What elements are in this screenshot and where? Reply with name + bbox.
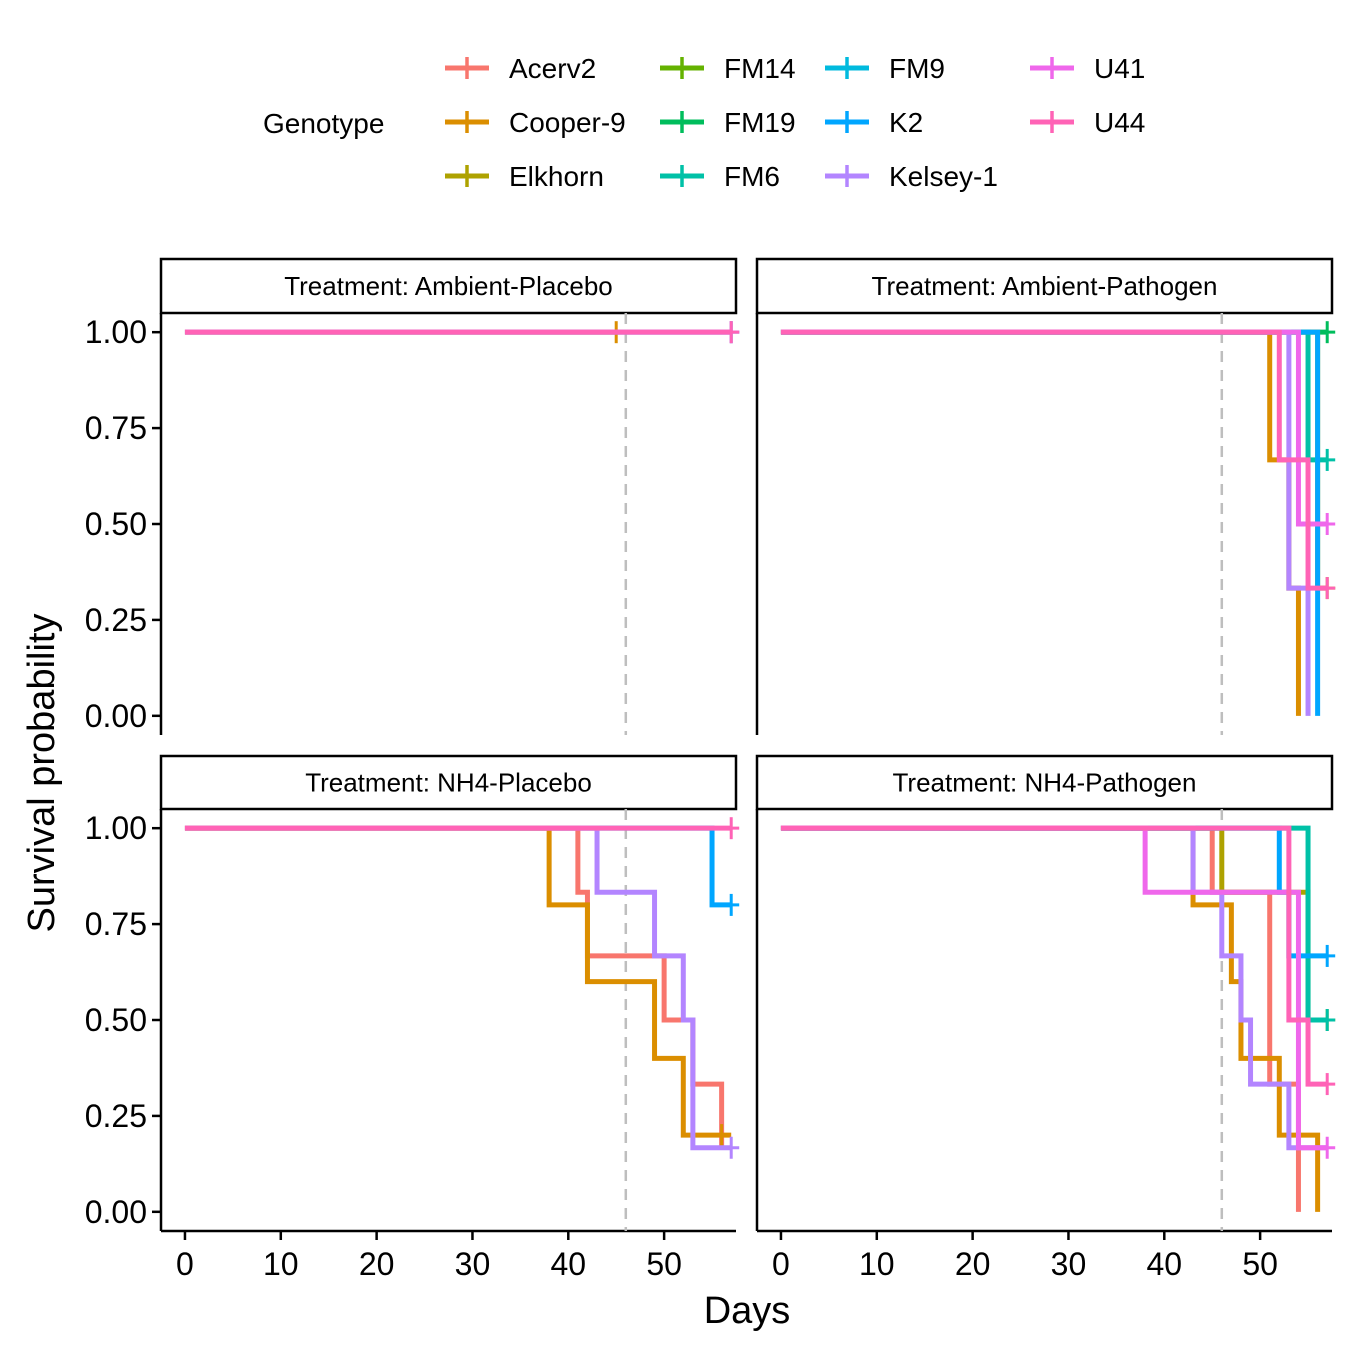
- survival-curve: [780, 329, 1321, 716]
- survival-curve: [780, 825, 1328, 1023]
- panel-strip-label: Treatment: Ambient-Placebo: [284, 271, 613, 301]
- x-tick-label: 50: [1242, 1246, 1278, 1282]
- panel-strip-label: Treatment: NH4-Placebo: [305, 768, 592, 798]
- legend-item: Cooper-9: [445, 107, 626, 138]
- panel-strip-label: Treatment: Ambient-Pathogen: [872, 271, 1218, 301]
- panel: Treatment: NH4-Placebo 0 10 20 30 40 50 0.00 0.2…: [85, 754, 740, 1282]
- legend-item: Kelsey-1: [825, 161, 998, 192]
- survival-curve: [780, 825, 1328, 1023]
- survival-curve: [780, 329, 1328, 591]
- x-tick-label: 20: [955, 1246, 991, 1282]
- x-tick-label: 0: [772, 1246, 790, 1282]
- x-tick-label: 30: [1051, 1246, 1087, 1282]
- survival-curve: [780, 825, 1328, 1151]
- x-tick-label: 40: [550, 1246, 586, 1282]
- y-axis-title: Survival probability: [21, 614, 63, 933]
- x-tick-label: 10: [859, 1246, 895, 1282]
- survival-curve: [780, 825, 1328, 1151]
- survival-curve: [780, 825, 1321, 1212]
- legend-label: FM14: [724, 53, 796, 84]
- survival-curve: [184, 825, 732, 1151]
- legend-item: FM19: [660, 107, 796, 138]
- y-tick-label: 0.50: [85, 506, 147, 542]
- y-tick-label: 1.00: [85, 314, 147, 350]
- panel-strip: [755, 257, 1334, 315]
- x-tick-label: 0: [176, 1246, 194, 1282]
- survival-curve: [184, 825, 725, 1148]
- legend-label: FM9: [889, 53, 945, 84]
- x-tick-label: 10: [263, 1246, 299, 1282]
- legend-title: Genotype: [263, 108, 384, 139]
- panel: Treatment: NH4-Pathogen 0 10 20 30 40 50: [755, 754, 1336, 1282]
- legend: Genotype Acerv2 Cooper-9 Elkhorn FM14 FM19 FM6…: [263, 53, 1145, 192]
- x-axis-title: Days: [704, 1290, 791, 1332]
- x-tick-label: 50: [646, 1246, 682, 1282]
- y-tick-label: 0.00: [85, 1194, 147, 1230]
- legend-label: U41: [1094, 53, 1145, 84]
- y-tick-label: 0.25: [85, 602, 147, 638]
- y-tick-label: 0.25: [85, 1098, 147, 1134]
- survival-curve: [780, 329, 1328, 527]
- legend-label: Acerv2: [509, 53, 596, 84]
- y-tick-label: 0.75: [85, 410, 147, 446]
- legend-label: U44: [1094, 107, 1145, 138]
- panel-strip-label: Treatment: NH4-Pathogen: [893, 768, 1197, 798]
- panel: Treatment: Ambient-Pathogen: [755, 257, 1336, 735]
- legend-label: Kelsey-1: [889, 161, 998, 192]
- legend-label: Cooper-9: [509, 107, 626, 138]
- legend-label: FM19: [724, 107, 796, 138]
- survival-curve: [184, 825, 732, 1138]
- survival-curve: [780, 329, 1311, 716]
- legend-item: FM6: [660, 161, 780, 192]
- survival-curve: [780, 825, 1328, 1087]
- y-tick-label: 1.00: [85, 810, 147, 846]
- legend-item: Elkhorn: [445, 161, 604, 192]
- panel-strip: [159, 754, 738, 811]
- survival-curve: [780, 329, 1328, 463]
- x-tick-label: 40: [1146, 1246, 1182, 1282]
- legend-item: FM14: [660, 53, 796, 84]
- legend-item: FM9: [825, 53, 945, 84]
- legend-item: U44: [1030, 107, 1145, 138]
- legend-label: K2: [889, 107, 923, 138]
- panel-strip: [159, 257, 738, 315]
- legend-item: U41: [1030, 53, 1145, 84]
- x-tick-label: 30: [455, 1246, 491, 1282]
- legend-item: Acerv2: [445, 53, 596, 84]
- y-tick-label: 0.00: [85, 698, 147, 734]
- panel: Treatment: Ambient-Placebo 0.00 0.25 0.50 0.…: [85, 257, 740, 735]
- panel-strip: [755, 754, 1334, 811]
- y-tick-label: 0.50: [85, 1002, 147, 1038]
- legend-label: Elkhorn: [509, 161, 604, 192]
- y-tick-label: 0.75: [85, 906, 147, 942]
- legend-item: K2: [825, 107, 923, 138]
- legend-label: FM6: [724, 161, 780, 192]
- survival-curve: [780, 329, 1328, 591]
- x-tick-label: 20: [359, 1246, 395, 1282]
